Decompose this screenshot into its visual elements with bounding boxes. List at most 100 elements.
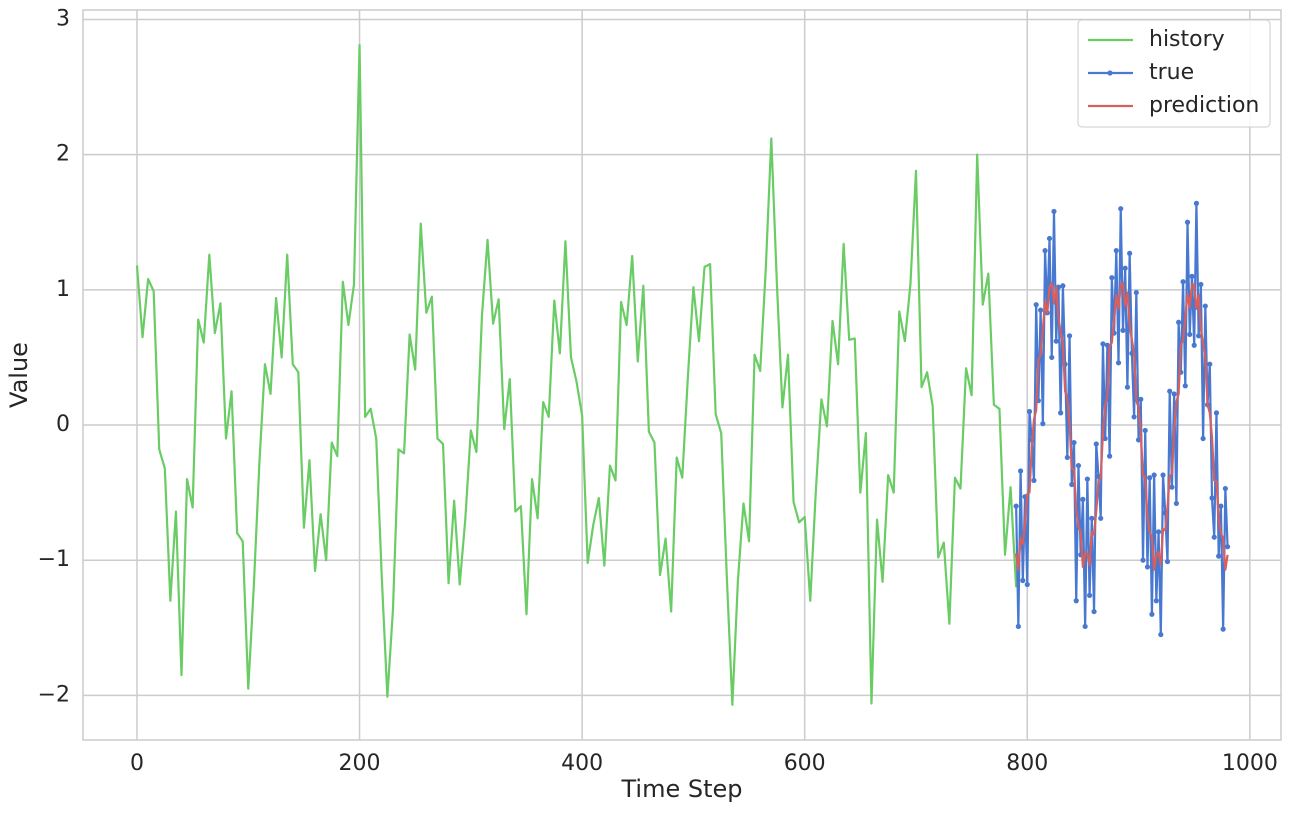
data-point [1209, 495, 1215, 501]
data-point [1100, 341, 1106, 347]
data-point [1102, 435, 1108, 442]
data-point [1171, 391, 1177, 397]
data-point [1144, 564, 1151, 570]
data-point [1031, 477, 1037, 484]
data-point [1189, 273, 1195, 279]
y-tick-label: 3 [56, 6, 70, 31]
data-point [1140, 557, 1146, 563]
data-point [1038, 307, 1044, 313]
data-point [1173, 500, 1179, 507]
x-tick-label: 600 [784, 751, 826, 776]
data-point [1033, 302, 1039, 308]
data-point [1082, 623, 1088, 630]
y-tick-label: −1 [38, 547, 70, 572]
data-point [1058, 410, 1064, 416]
data-point [1153, 598, 1159, 604]
data-point [1218, 503, 1224, 509]
data-point [1135, 437, 1142, 443]
labels: 0 200 400 600 800 1000 −2 −1 0 1 2 3 [38, 6, 1278, 776]
data-point [1182, 383, 1188, 389]
x-tick-label: 1000 [1222, 751, 1278, 776]
data-point [1024, 581, 1030, 588]
x-axis-label: Time Step [620, 775, 742, 803]
data-point [1026, 408, 1033, 415]
data-point [1042, 248, 1048, 254]
data-point [1017, 468, 1024, 474]
data-point [1191, 342, 1197, 348]
data-point [1138, 396, 1144, 402]
data-point [1216, 553, 1222, 559]
data-point [1020, 577, 1026, 584]
series-line [135, 44, 1018, 706]
data-point [1222, 485, 1228, 492]
data-point [1213, 410, 1220, 416]
data-point [1015, 623, 1021, 630]
data-point [1066, 333, 1073, 339]
data-point [1049, 354, 1055, 361]
data-point [1151, 472, 1157, 478]
legend-marker [1107, 70, 1113, 76]
plot-frame [82, 9, 1282, 741]
y-tick-label: 0 [56, 412, 70, 437]
data-point [1093, 441, 1099, 447]
data-point [1064, 454, 1070, 461]
data-point [1176, 319, 1182, 325]
data-point [1051, 208, 1057, 215]
data-point [1200, 435, 1206, 442]
data-point [1158, 631, 1164, 638]
data-point [1013, 503, 1019, 509]
grid [83, 10, 1281, 740]
data-point [1071, 439, 1077, 446]
data-point [1098, 515, 1104, 521]
data-point [1147, 475, 1153, 481]
data-point [1080, 496, 1086, 502]
data-point [1164, 558, 1171, 565]
y-tick-label: 1 [56, 277, 70, 302]
x-tick-label: 200 [339, 751, 381, 776]
data-point [1120, 327, 1126, 333]
data-point [1069, 481, 1075, 488]
data-point [1091, 608, 1097, 615]
data-point [1224, 544, 1231, 550]
data-point [1086, 592, 1093, 598]
data-point [1107, 453, 1113, 459]
data-point [1220, 626, 1226, 632]
y-axis-label: Value [5, 342, 33, 408]
data-point [1149, 611, 1155, 617]
data-point [1193, 200, 1200, 206]
data-point [1180, 279, 1186, 285]
legend-box [1077, 19, 1271, 128]
legend-label: history [1149, 27, 1225, 52]
legend-label: prediction [1149, 93, 1259, 118]
data-point [1060, 283, 1066, 289]
data-point [1053, 338, 1059, 344]
data-point [1084, 476, 1090, 482]
data-point [1169, 484, 1175, 490]
data-point [1113, 248, 1119, 254]
series-line [1015, 281, 1229, 571]
data-point [1115, 360, 1122, 366]
data-point [1118, 206, 1124, 212]
data-point [1196, 333, 1202, 339]
data-point [1040, 421, 1046, 427]
legend: history true prediction [1077, 19, 1271, 128]
data-point [1122, 265, 1128, 271]
data-point [1155, 529, 1162, 535]
data-point [1109, 275, 1115, 281]
data-point [1089, 515, 1095, 521]
data-point [1075, 462, 1082, 469]
data-point [1184, 219, 1191, 225]
y-tick-label: 2 [56, 142, 70, 167]
data-point [1142, 427, 1148, 434]
x-tick-label: 0 [130, 751, 144, 776]
data-point [1131, 414, 1137, 420]
data-point [1198, 281, 1204, 288]
data-point [1187, 331, 1193, 338]
data-point [1167, 388, 1173, 394]
x-tick-label: 400 [561, 751, 603, 776]
y-tick-label: −2 [38, 682, 70, 707]
data-point [1133, 289, 1139, 296]
lines [135, 44, 1231, 706]
